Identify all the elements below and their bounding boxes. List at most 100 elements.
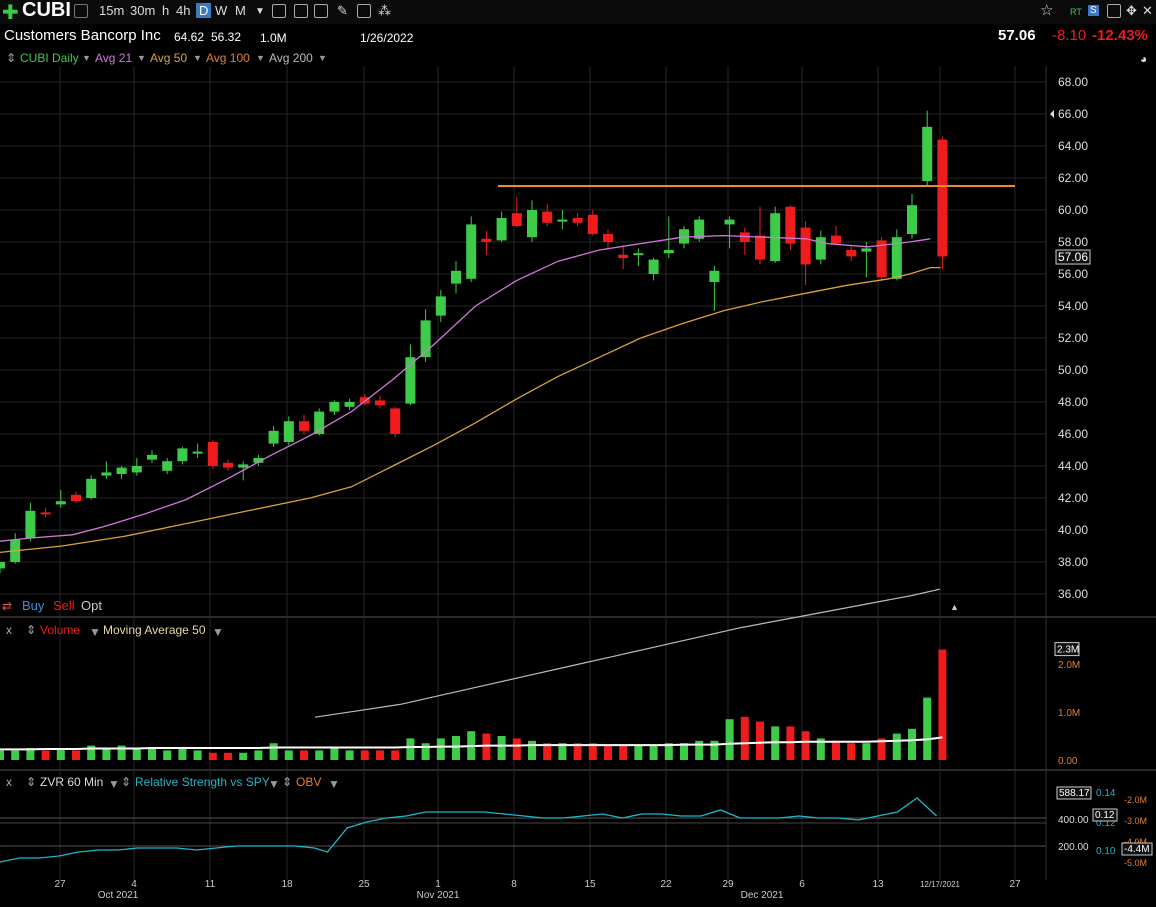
volume-bar [239, 752, 248, 760]
x-tick-label: 11 [205, 879, 216, 890]
avg200-dropdown-icon[interactable]: ▼ [318, 53, 327, 63]
print-icon[interactable] [74, 4, 88, 18]
close-icon[interactable]: ✕ [1142, 3, 1153, 18]
volume-bar [908, 728, 916, 760]
avg100-dropdown-icon[interactable]: ▼ [256, 53, 265, 63]
avg200-line [314, 588, 940, 718]
candle-body [846, 250, 857, 257]
share-icon[interactable]: ⁂ [378, 3, 391, 18]
star-icon[interactable]: ☆ [1040, 2, 1054, 19]
candle-body [359, 397, 370, 404]
study-main-dropdown-icon[interactable]: ▼ [82, 53, 91, 63]
sell-button[interactable]: Sell [53, 598, 75, 613]
rs-dropdown-icon[interactable]: ▼ [268, 777, 280, 791]
tf-30m[interactable]: 30m [130, 3, 156, 18]
candle-body [907, 205, 917, 234]
obv-last-box [1056, 786, 1092, 800]
volume-bar [11, 750, 20, 760]
study-avg50[interactable]: Avg 50 [150, 51, 188, 65]
draw-icon[interactable]: ✎ [337, 3, 348, 18]
volume-bar [680, 743, 688, 760]
opt-button[interactable]: Opt [81, 598, 102, 613]
avg21-line [0, 234, 931, 542]
volume-bar [102, 748, 111, 760]
volume-move-icon[interactable]: ⇕ [26, 623, 37, 637]
candle-body [891, 237, 902, 279]
study-avg21[interactable]: Avg 21 [95, 51, 133, 65]
study-avg200[interactable]: Avg 200 [269, 51, 313, 65]
volume-bar [847, 743, 856, 760]
buy-button[interactable]: Buy [22, 598, 45, 613]
obv-study[interactable]: OBV [296, 775, 322, 789]
candle-body [101, 472, 112, 476]
candle-body [420, 320, 431, 358]
trade-icon[interactable]: ⇄ [2, 599, 13, 613]
layout-icon[interactable] [357, 4, 371, 18]
indicator-close-button[interactable]: x [6, 775, 12, 789]
zvr-dropdown-icon[interactable]: ▼ [108, 777, 120, 791]
toolbar: ✚ CUBI 15m 30m h 4h D W M ▼ ✎ ⁂ ☆ RT S ✥… [0, 0, 1156, 24]
volume-bar [148, 748, 156, 760]
candle-body [800, 227, 811, 265]
volume-dropdown-icon[interactable]: ▼ [89, 625, 101, 639]
tf-4h[interactable]: 4h [176, 3, 191, 18]
volume-bar [72, 750, 80, 760]
y-tick-label: 56.00 [1058, 267, 1088, 281]
tf-15m[interactable]: 15m [99, 3, 125, 18]
volume-study[interactable]: Volume [40, 623, 81, 637]
obv-last-label: 588.17 [1059, 788, 1090, 799]
volume-close-button[interactable]: x [6, 623, 12, 637]
candle-body [511, 213, 522, 226]
scroll-up-icon[interactable]: ▲ [950, 602, 959, 612]
studies-icon[interactable] [314, 4, 328, 18]
volume-bar [330, 748, 339, 760]
avg50-dropdown-icon[interactable]: ▼ [193, 53, 202, 63]
add-symbol-icon[interactable]: ✚ [2, 2, 19, 24]
rs-tick-label: 0.12 [1096, 818, 1116, 829]
rs-study[interactable]: Relative Strength vs SPY [135, 775, 270, 789]
rs-move-icon[interactable]: ⇕ [121, 775, 132, 789]
tf-m[interactable]: M [235, 3, 246, 18]
change-value: -8.10 [1052, 27, 1087, 44]
study-avg100[interactable]: Avg 100 [206, 51, 250, 65]
chart-type-icon[interactable] [272, 4, 286, 18]
x-tick-label: 25 [358, 879, 370, 890]
zvr-study[interactable]: ZVR 60 Min [40, 775, 104, 789]
obv-move-icon[interactable]: ⇕ [282, 775, 293, 789]
volume-bar [832, 740, 840, 760]
candle-body [451, 270, 461, 284]
compare-icon[interactable] [294, 4, 308, 18]
symbol-label[interactable]: CUBI [22, 0, 71, 21]
save-icon[interactable] [1107, 4, 1121, 18]
zvr-last-box [1121, 842, 1153, 856]
volume-tick-label: 1.0M [1058, 708, 1080, 719]
volume-ma-dropdown-icon[interactable]: ▼ [212, 625, 224, 639]
tf-h[interactable]: h [162, 3, 170, 18]
volume-bar [56, 748, 65, 760]
zvr-tick-label: -2.0M [1124, 795, 1147, 805]
obv-dropdown-icon[interactable]: ▼ [328, 777, 340, 791]
y-tick-label: 40.00 [1058, 523, 1088, 537]
tf-d[interactable]: D [196, 3, 212, 18]
volume-bar [391, 750, 400, 760]
candle-body [283, 421, 294, 442]
relative-strength-line [0, 797, 938, 863]
volume-bar [376, 750, 384, 760]
palette-icon[interactable]: ◕ [1140, 52, 1148, 66]
volume-ma-study[interactable]: Moving Average 50 [103, 623, 206, 637]
timeframe-dropdown-icon[interactable]: ▼ [255, 6, 265, 17]
candle-body [344, 402, 355, 407]
study-move-icon[interactable]: ⇕ [6, 51, 17, 65]
x-tick-label: 1 [435, 879, 441, 890]
move-icon[interactable]: ✥ [1126, 3, 1137, 18]
y-tick-label: 66.00 [1058, 107, 1088, 121]
zvr-move-icon[interactable]: ⇕ [26, 775, 37, 789]
s-badge[interactable]: S [1088, 5, 1099, 16]
candle-body [238, 464, 249, 468]
tf-w[interactable]: W [215, 3, 228, 18]
high-marker-icon [1050, 110, 1054, 118]
rs-last-box [1092, 808, 1118, 822]
study-main[interactable]: CUBI Daily [20, 51, 79, 65]
avg21-dropdown-icon[interactable]: ▼ [137, 53, 146, 63]
